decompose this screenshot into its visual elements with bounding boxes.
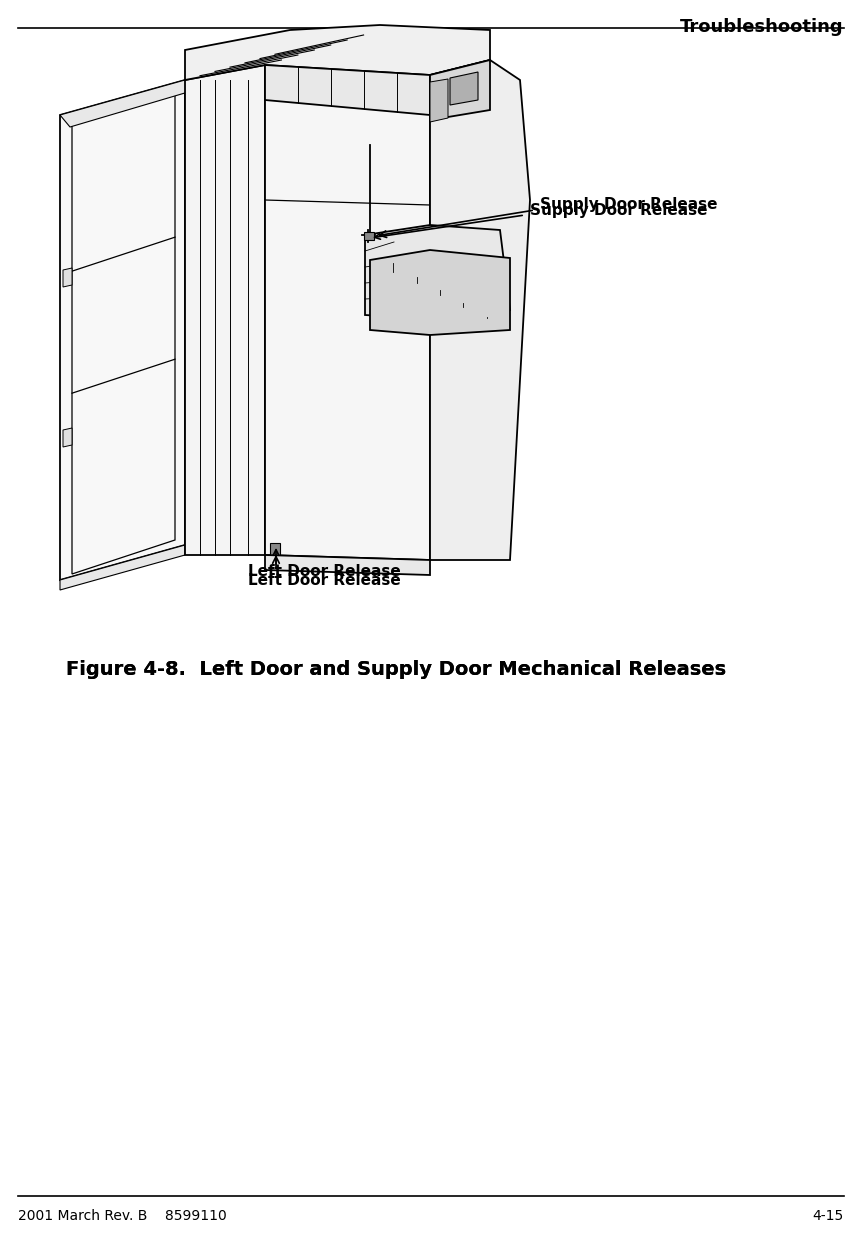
- Polygon shape: [264, 555, 430, 575]
- Text: 2001 March Rev. B    8599110: 2001 March Rev. B 8599110: [18, 1209, 226, 1223]
- Polygon shape: [264, 190, 360, 555]
- Polygon shape: [449, 72, 478, 104]
- Text: Supply Door Release: Supply Door Release: [539, 198, 716, 213]
- Polygon shape: [60, 80, 195, 127]
- Polygon shape: [363, 231, 374, 240]
- Polygon shape: [185, 65, 264, 555]
- Polygon shape: [369, 250, 510, 335]
- Polygon shape: [430, 80, 448, 122]
- Polygon shape: [430, 60, 489, 119]
- Polygon shape: [185, 25, 489, 80]
- Text: Left Door Release: Left Door Release: [248, 565, 400, 580]
- Polygon shape: [264, 65, 430, 560]
- Polygon shape: [364, 225, 510, 320]
- Polygon shape: [60, 80, 185, 580]
- Text: 4-15: 4-15: [812, 1209, 843, 1223]
- Text: Figure 4-8.  Left Door and Supply Door Mechanical Releases: Figure 4-8. Left Door and Supply Door Me…: [66, 661, 726, 679]
- Polygon shape: [63, 267, 72, 287]
- Polygon shape: [63, 428, 72, 447]
- Text: Troubleshooting: Troubleshooting: [679, 17, 843, 36]
- Text: Left Door Release: Left Door Release: [248, 573, 400, 588]
- Polygon shape: [60, 545, 185, 590]
- Text: Supply Door Release: Supply Door Release: [530, 203, 707, 218]
- Polygon shape: [264, 65, 430, 114]
- Polygon shape: [269, 542, 280, 556]
- Text: Figure 4-8.  Left Door and Supply Door Mechanical Releases: Figure 4-8. Left Door and Supply Door Me…: [66, 661, 726, 679]
- Polygon shape: [430, 60, 530, 560]
